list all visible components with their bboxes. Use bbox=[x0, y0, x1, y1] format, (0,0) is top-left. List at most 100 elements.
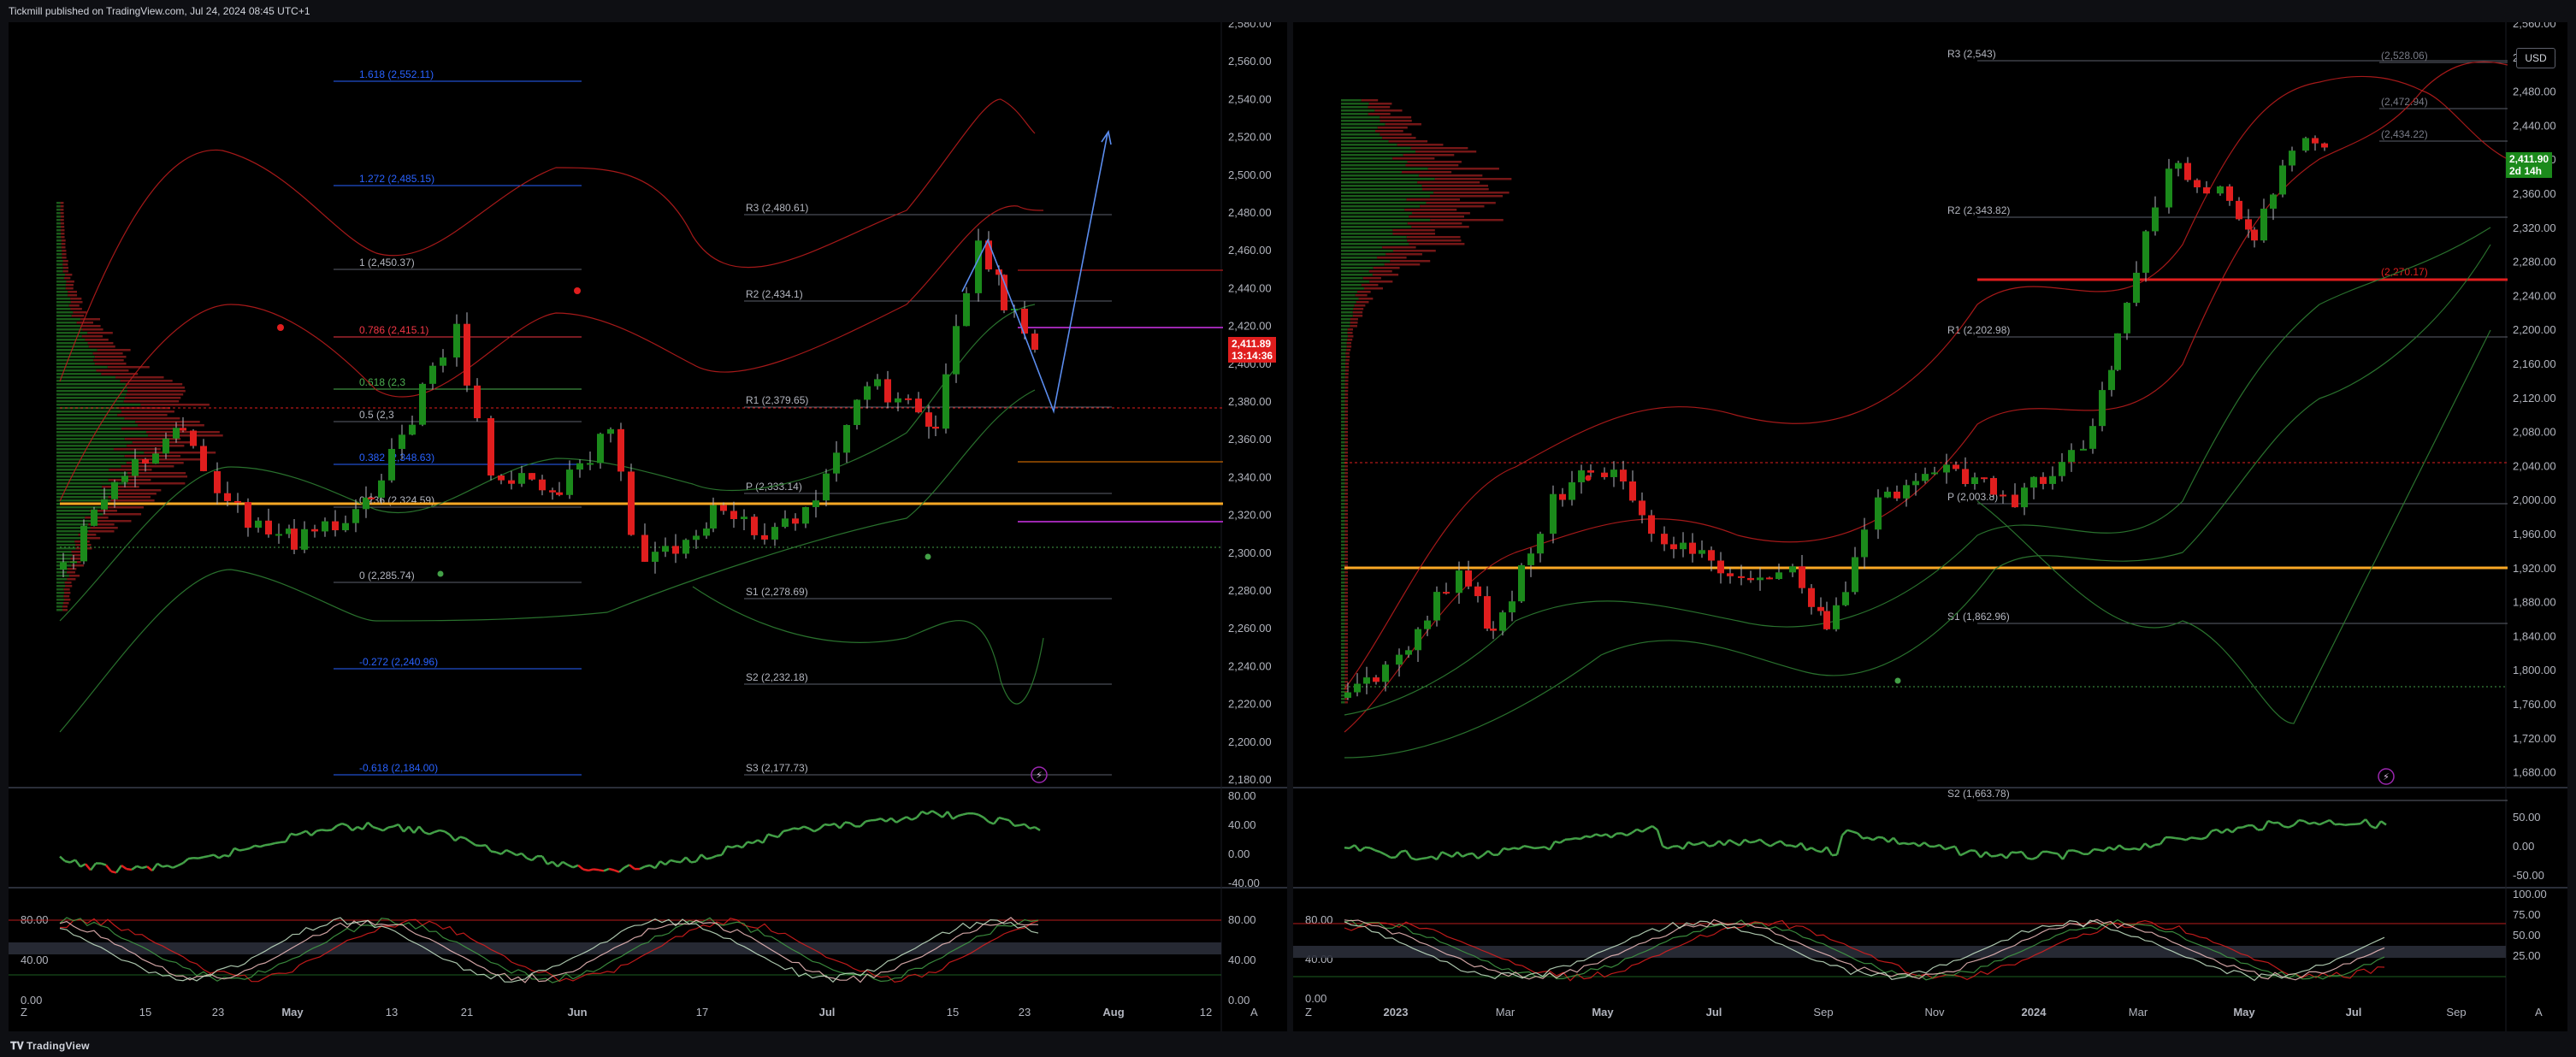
bull-candle bbox=[2049, 475, 2056, 484]
level-label: 0 (2,285.74) bbox=[359, 570, 415, 582]
momentum-line bbox=[1970, 849, 1976, 853]
volume-profile-bar bbox=[1341, 414, 1345, 416]
volume-profile-bar bbox=[1344, 482, 1349, 485]
volume-profile-bar bbox=[1344, 472, 1349, 475]
momentum-line bbox=[2011, 851, 2018, 854]
bull-candle bbox=[963, 292, 970, 327]
left-chart-panel[interactable]: 2,580.00 2,560.00 2,540.00 2,520.00 2,500.00… bbox=[9, 22, 1287, 1031]
volume-profile-bar bbox=[63, 602, 69, 605]
volume-profile-bar bbox=[56, 493, 112, 495]
price-tick-label: 2,040.00 bbox=[2513, 459, 2556, 472]
bull-candle bbox=[101, 499, 108, 510]
momentum-line bbox=[1687, 841, 1694, 847]
bear-candle bbox=[556, 492, 563, 495]
bear-candle bbox=[985, 240, 992, 270]
bear-candle bbox=[1620, 469, 1627, 481]
momentum-line bbox=[1487, 849, 1494, 856]
volume-profile-bar bbox=[1341, 219, 1431, 221]
volume-profile-bar bbox=[1341, 113, 1368, 115]
right-chart-panel[interactable]: 2,560.002,520.002,480.002,440.002,400.00… bbox=[1293, 22, 2567, 1031]
volume-profile-bar bbox=[62, 263, 68, 266]
momentum-line bbox=[1651, 824, 1658, 831]
price-tick-label: 2,560.00 bbox=[2513, 22, 2556, 30]
left-chart-canvas[interactable]: 2,580.00 2,560.00 2,540.00 2,520.00 2,500.00… bbox=[9, 22, 1287, 1031]
volume-profile-bar bbox=[56, 363, 95, 365]
bull-candle bbox=[741, 517, 747, 519]
volume-profile-bar bbox=[1355, 294, 1368, 297]
volume-profile-bar bbox=[56, 352, 93, 355]
bull-candle bbox=[823, 473, 830, 501]
bear-candle bbox=[1484, 596, 1491, 629]
bear-candle bbox=[1747, 577, 1754, 581]
volume-profile-bar bbox=[1385, 123, 1421, 126]
volume-profile-bar bbox=[1344, 493, 1348, 495]
time-tick-label: 17 bbox=[696, 1006, 708, 1019]
momentum-line bbox=[2206, 830, 2213, 839]
volume-profile-bar bbox=[1427, 168, 1499, 170]
volume-profile-bar bbox=[97, 520, 132, 523]
price-tick-label: 2,220.00 bbox=[1228, 698, 1272, 711]
momentum-line bbox=[1482, 850, 1489, 856]
footer-brand[interactable]: TradingView bbox=[27, 1040, 90, 1052]
volume-profile-bar bbox=[127, 390, 186, 393]
volume-profile-bar bbox=[62, 609, 68, 611]
volume-profile-bar bbox=[127, 482, 186, 485]
momentum-line bbox=[2360, 818, 2366, 825]
tradingview-logo-icon[interactable]: 𝐓𝐕 bbox=[10, 1040, 24, 1052]
momentum-line bbox=[382, 826, 389, 832]
momentum-line bbox=[706, 856, 712, 860]
volume-profile-bar bbox=[56, 236, 62, 239]
time-tick-label: Mar bbox=[1496, 1006, 1515, 1019]
volume-profile-bar bbox=[1341, 544, 1345, 546]
volume-profile-bar bbox=[1341, 551, 1345, 553]
volume-profile-bar bbox=[88, 530, 115, 533]
momentum-line bbox=[901, 816, 907, 821]
volume-profile-bar bbox=[1341, 410, 1345, 413]
bull-candle bbox=[812, 500, 819, 507]
volume-profile-bar bbox=[80, 537, 101, 540]
momentum-line bbox=[1939, 844, 1946, 851]
volume-profile-bar bbox=[1374, 109, 1403, 112]
bull-candle bbox=[2080, 448, 2087, 451]
momentum-line bbox=[2380, 820, 2387, 826]
momentum-line bbox=[1610, 832, 1617, 839]
momentum-line bbox=[2195, 836, 2202, 841]
bull-candle bbox=[1971, 477, 1978, 485]
momentum-line bbox=[490, 850, 497, 853]
volume-profile-bar bbox=[1341, 633, 1345, 635]
momentum-line bbox=[741, 841, 748, 849]
momentum-line bbox=[2170, 836, 2177, 840]
bull-candle bbox=[388, 448, 395, 481]
momentum-line bbox=[1918, 841, 1925, 847]
momentum-line bbox=[1723, 839, 1730, 847]
volume-profile-bar bbox=[1347, 339, 1353, 341]
volume-profile-bar bbox=[56, 410, 121, 413]
volume-profile-bar bbox=[56, 599, 64, 601]
bear-candle bbox=[2312, 138, 2319, 144]
volume-profile-bar bbox=[1344, 407, 1349, 410]
left-last-price: 2,411.89 bbox=[1232, 338, 1272, 350]
momentum-line bbox=[1713, 840, 1720, 847]
left-countdown: 13:14:36 bbox=[1232, 350, 1273, 362]
bull-candle bbox=[440, 357, 446, 366]
currency-button[interactable]: USD bbox=[2516, 48, 2555, 68]
bull-candle bbox=[1382, 664, 1389, 682]
right-chart-canvas[interactable]: 2,560.002,520.002,480.002,440.002,400.00… bbox=[1293, 22, 2567, 1031]
volume-profile-bar bbox=[1404, 209, 1457, 211]
volume-profile-bar bbox=[56, 393, 127, 396]
volume-profile-bar bbox=[56, 431, 146, 434]
volume-profile-bar bbox=[1341, 253, 1386, 256]
volume-profile-bar bbox=[1341, 643, 1345, 646]
momentum-line bbox=[957, 813, 964, 818]
bear-candle bbox=[1894, 491, 1900, 499]
volume-profile-bar bbox=[1350, 318, 1358, 321]
momentum-line bbox=[1441, 851, 1448, 856]
bear-candle bbox=[641, 534, 648, 562]
momentum-line bbox=[2098, 848, 2105, 853]
momentum-line bbox=[603, 867, 610, 872]
volume-profile-bar bbox=[1341, 578, 1345, 581]
momentum-line bbox=[1646, 824, 1653, 830]
volume-profile-bar bbox=[1344, 582, 1348, 584]
momentum-line bbox=[1554, 840, 1561, 844]
volume-profile-bar bbox=[1344, 667, 1348, 670]
